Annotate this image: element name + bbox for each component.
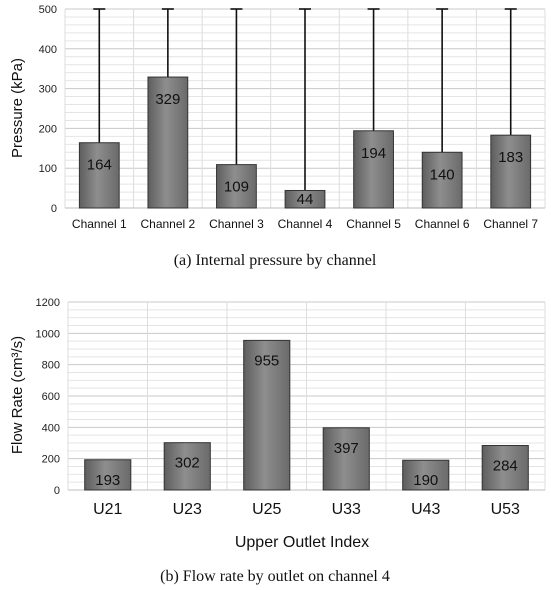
- chart-b-bars: [84, 339, 529, 491]
- y-tick-label: 400: [39, 44, 57, 56]
- chart-b-flow-rate: 0 200 400 600 800 1000 1200 193 302 955 397 190 284…: [9, 297, 546, 585]
- chart-a-caption: (a) Internal pressure by channel: [174, 252, 377, 269]
- y-tick-label: 600: [42, 391, 60, 403]
- data-label: 183: [498, 149, 523, 166]
- x-tick-label: Channel 4: [278, 217, 333, 231]
- data-label: 190: [413, 472, 438, 489]
- x-tick-label: Channel 1: [72, 217, 127, 231]
- data-label: 329: [155, 91, 180, 108]
- x-tick-label: Channel 5: [346, 217, 401, 231]
- data-label: 397: [334, 440, 359, 457]
- x-tick-label: U43: [411, 501, 440, 518]
- bar: [243, 339, 291, 491]
- chart-b-data-labels: 193 302 955 397 190 284: [95, 352, 518, 489]
- bar: [84, 459, 132, 491]
- chart-b-x-axis-label: Upper Outlet Index: [235, 534, 369, 551]
- chart-a-y-tick-labels: 0 100 200 300 400 500: [39, 4, 57, 215]
- chart-a-y-axis-label: Pressure (kPa): [9, 58, 26, 158]
- bar: [284, 189, 326, 209]
- chart-a-x-tick-labels: Channel 1 Channel 2 Channel 3 Channel 4 Chan…: [72, 217, 538, 231]
- chart-a-internal-pressure: 0 100 200 300 400 500 164 329 109 44 194 140 183 Ch…: [9, 4, 546, 269]
- y-tick-label: 200: [39, 123, 57, 135]
- data-label: 193: [95, 472, 120, 489]
- bar: [147, 76, 189, 209]
- bar: [78, 142, 120, 209]
- y-tick-label: 100: [39, 163, 57, 175]
- y-tick-label: 500: [39, 4, 57, 16]
- y-tick-label: 800: [42, 360, 60, 372]
- x-tick-label: U33: [332, 501, 361, 518]
- chart-b-y-tick-labels: 0 200 400 600 800 1000 1200: [36, 297, 60, 497]
- chart-a-bars: [78, 76, 532, 209]
- y-tick-label: 400: [42, 422, 60, 434]
- x-tick-label: Channel 6: [415, 217, 470, 231]
- chart-b-caption: (b) Flow rate by outlet on channel 4: [160, 568, 390, 585]
- x-tick-label: Channel 2: [140, 217, 195, 231]
- data-label: 194: [361, 145, 386, 162]
- bar: [421, 151, 463, 209]
- bar: [163, 442, 211, 491]
- x-tick-label: U23: [173, 501, 202, 518]
- x-tick-label: U25: [252, 501, 281, 518]
- data-label: 284: [493, 458, 518, 475]
- bar: [481, 445, 529, 491]
- data-label: 955: [254, 352, 279, 369]
- data-label: 44: [297, 191, 314, 208]
- y-tick-label: 0: [51, 203, 57, 215]
- bar: [322, 427, 370, 491]
- x-tick-label: Channel 7: [483, 217, 538, 231]
- data-label: 164: [87, 157, 112, 174]
- data-label: 140: [430, 166, 455, 183]
- data-label: 302: [175, 455, 200, 472]
- chart-b-x-tick-labels: U21 U23 U25 U33 U43 U53: [93, 501, 520, 518]
- chart-b-gridlines: [67, 301, 546, 491]
- bar: [216, 164, 257, 209]
- y-tick-label: 0: [54, 485, 60, 497]
- y-tick-label: 1000: [36, 328, 60, 340]
- y-tick-label: 1200: [36, 297, 60, 309]
- x-tick-label: U21: [93, 501, 122, 518]
- bar: [490, 134, 532, 209]
- x-tick-label: U53: [491, 501, 520, 518]
- bar: [353, 130, 394, 209]
- y-tick-label: 200: [42, 454, 60, 466]
- bar: [402, 459, 450, 491]
- chart-a-error-bars: [93, 8, 517, 191]
- chart-b-y-axis-label: Flow Rate (cm³/s): [9, 336, 26, 454]
- x-tick-label: Channel 3: [209, 217, 264, 231]
- chart-a-data-labels: 164 329 109 44 194 140 183: [87, 91, 523, 208]
- data-label: 109: [224, 179, 249, 196]
- y-tick-label: 300: [39, 84, 57, 96]
